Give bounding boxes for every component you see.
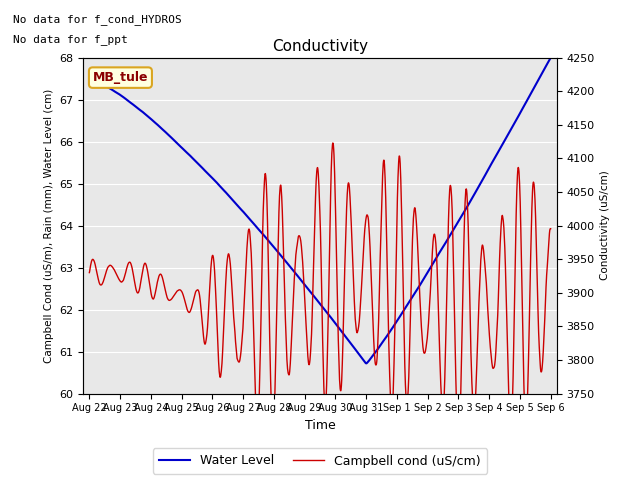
Text: No data for f_ppt: No data for f_ppt	[13, 34, 127, 45]
Water Level	[299, 280, 307, 286]
Campbell cond (uS/cm)	[329, 140, 337, 146]
Water Level	[86, 76, 93, 82]
Text: MB_tule: MB_tule	[93, 71, 148, 84]
Campbell cond (uS/cm)	[291, 271, 298, 276]
Y-axis label: Campbell Cond (uS/m), Rain (mm), Water Level (cm): Campbell Cond (uS/m), Rain (mm), Water L…	[44, 88, 54, 363]
Water Level	[348, 342, 356, 348]
Title: Conductivity: Conductivity	[272, 39, 368, 54]
Water Level	[547, 55, 554, 61]
Water Level	[121, 96, 129, 101]
Text: No data for f_cond_HYDROS: No data for f_cond_HYDROS	[13, 14, 182, 25]
Water Level	[362, 360, 370, 366]
X-axis label: Time: Time	[305, 419, 335, 432]
Water Level	[140, 110, 148, 116]
Campbell cond (uS/cm)	[299, 264, 307, 269]
Line: Campbell cond (uS/cm): Campbell cond (uS/cm)	[90, 143, 550, 445]
Line: Water Level: Water Level	[90, 58, 550, 363]
Campbell cond (uS/cm)	[348, 246, 356, 252]
Campbell cond (uS/cm)	[140, 263, 148, 268]
Water Level	[281, 258, 289, 264]
Legend: Water Level, Campbell cond (uS/cm): Water Level, Campbell cond (uS/cm)	[153, 448, 487, 474]
Y-axis label: Conductivity (uS/cm): Conductivity (uS/cm)	[600, 171, 611, 280]
Water Level	[291, 269, 298, 275]
Campbell cond (uS/cm)	[454, 442, 462, 448]
Campbell cond (uS/cm)	[281, 305, 289, 311]
Campbell cond (uS/cm)	[86, 270, 93, 276]
Campbell cond (uS/cm)	[121, 272, 129, 278]
Campbell cond (uS/cm)	[547, 226, 554, 231]
